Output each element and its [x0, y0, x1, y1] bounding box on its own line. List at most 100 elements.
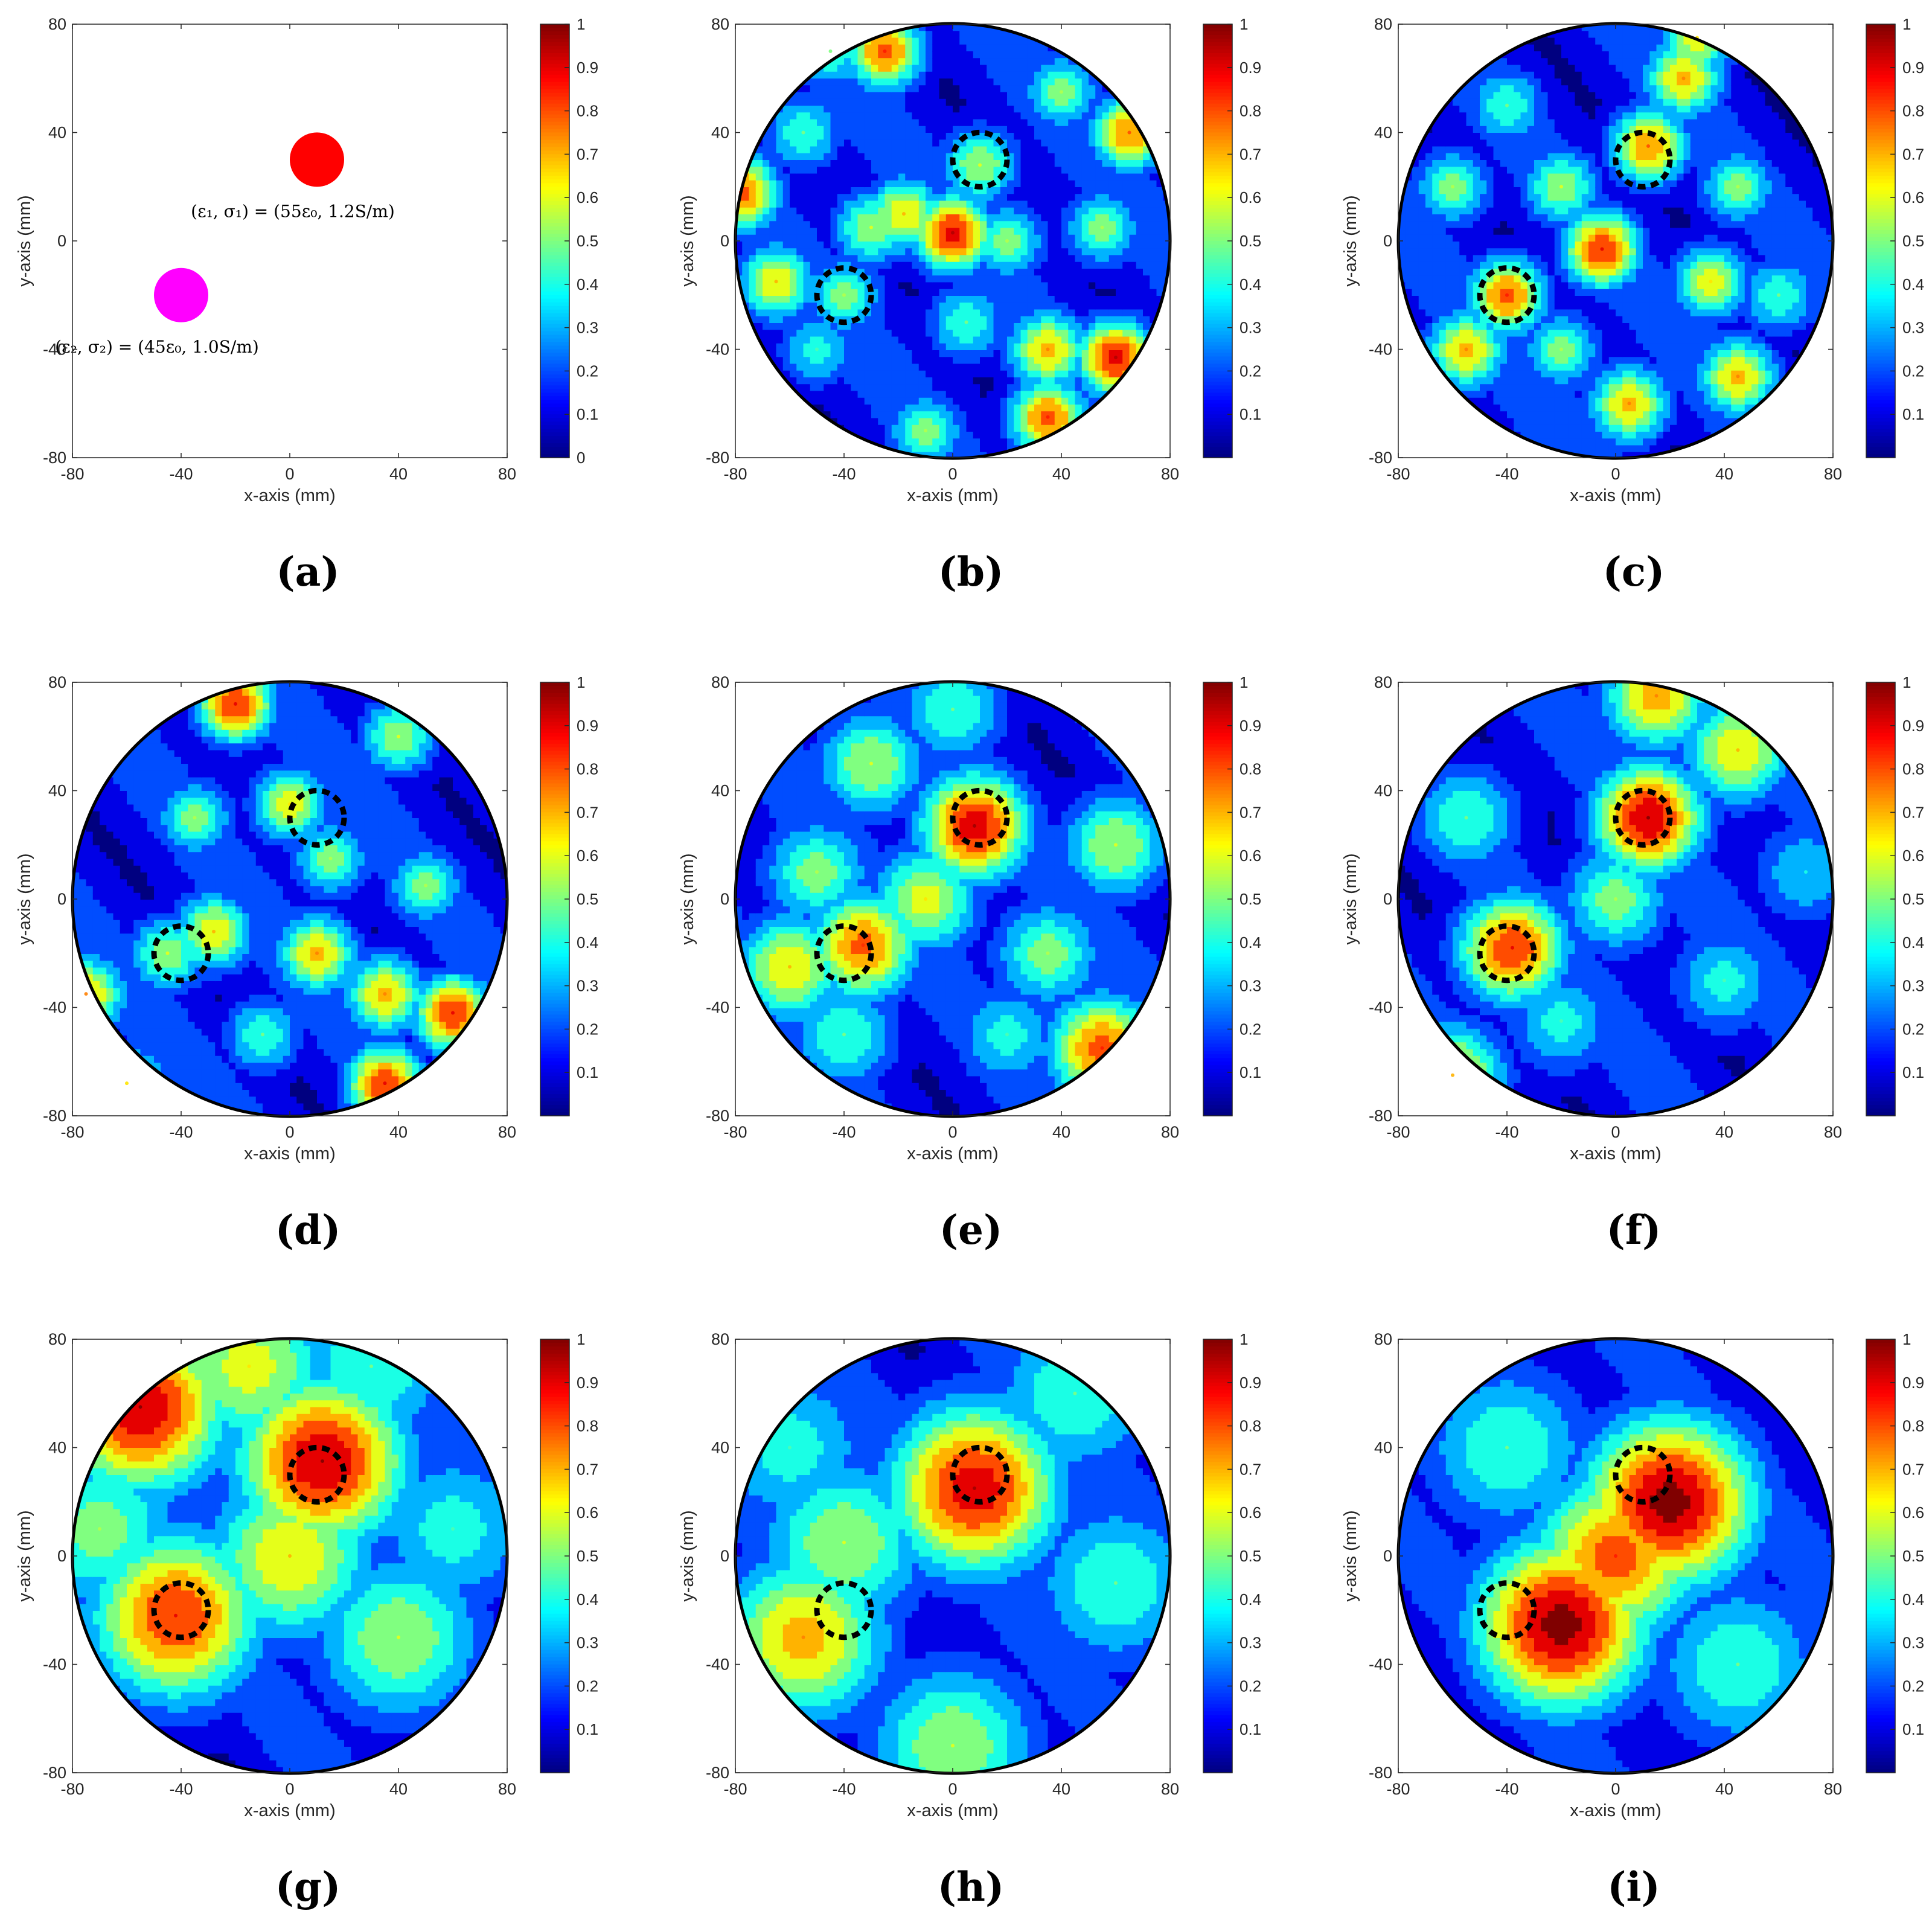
heatmap-cell [1048, 207, 1055, 215]
heatmap-cell [1108, 187, 1116, 194]
heatmap-cell [993, 438, 1001, 446]
heatmap-cell [1425, 173, 1433, 181]
heatmap-cell [1547, 228, 1555, 235]
heatmap-cell [1445, 248, 1453, 256]
colorbar-stripe [1203, 244, 1232, 249]
heatmap-cell [1480, 173, 1487, 181]
heatmap-cell [1534, 146, 1541, 154]
heatmap-cell [891, 51, 899, 59]
heatmap-cell [1068, 106, 1076, 113]
heatmap-cell [1534, 432, 1541, 439]
heatmap-cell [1445, 228, 1453, 235]
heatmap-cell [1541, 44, 1549, 52]
heatmap-cell [824, 282, 831, 290]
heatmap-cell [980, 207, 987, 215]
heatmap-cell [1075, 187, 1083, 194]
heatmap-cell [1095, 330, 1103, 338]
heatmap-cell [973, 411, 980, 419]
colorbar-stripe [1203, 273, 1232, 278]
heatmap-cell [1034, 282, 1041, 290]
heatmap-cell [1122, 316, 1130, 324]
heatmap-cell [966, 411, 974, 419]
heatmap-cell [945, 418, 953, 426]
heatmap-cell [824, 350, 831, 357]
heatmap-cell [1473, 316, 1480, 324]
heatmap-cell [1425, 336, 1433, 344]
heatmap-cell [1061, 228, 1069, 235]
heatmap-cell [1116, 133, 1123, 140]
heatmap-cell [884, 261, 892, 269]
heatmap-cell [966, 391, 974, 399]
heatmap-cell [926, 58, 933, 66]
colorbar-tick-label: 1 [577, 15, 585, 33]
heatmap-cell [1156, 207, 1164, 215]
heatmap-cell [857, 261, 865, 269]
heatmap-cell [932, 391, 940, 399]
heatmap-cell [1500, 106, 1508, 113]
heatmap-cell [1081, 207, 1089, 215]
heatmap-cell [898, 370, 906, 378]
heatmap-cell [1108, 126, 1116, 133]
heatmap-cell [1136, 309, 1144, 317]
heatmap-cell [763, 194, 770, 202]
heatmap-cell [857, 106, 865, 113]
heatmap-cell [918, 133, 926, 140]
heatmap-cell [1048, 282, 1055, 290]
heatmap-cell [1507, 330, 1514, 338]
heatmap-cell [993, 106, 1001, 113]
heatmap-cell [857, 78, 865, 86]
heatmap-cell [1554, 370, 1562, 378]
colorbar-stripe [1203, 194, 1232, 198]
heatmap-cell [1445, 207, 1453, 215]
heatmap-cell [1027, 126, 1035, 133]
heatmap-cell [871, 316, 878, 324]
heatmap-cell [1048, 343, 1055, 351]
heatmap-cell [1500, 248, 1508, 256]
heatmap-cell [973, 85, 980, 93]
heatmap-cell [905, 51, 913, 59]
heatmap-cell [945, 234, 953, 242]
heatmap-cell [1486, 126, 1494, 133]
heatmap-cell [912, 242, 920, 249]
heatmap-cell [884, 65, 892, 72]
heatmap-cell [973, 397, 980, 405]
heatmap-cell [987, 282, 994, 290]
heatmap-cell [1514, 363, 1521, 371]
heatmap-cell [1486, 323, 1494, 330]
heatmap-cell [1129, 160, 1137, 167]
heatmap-cell [891, 261, 899, 269]
heatmap-cell [987, 65, 994, 72]
heatmap-cell [1568, 126, 1576, 133]
heatmap-cell [1129, 180, 1137, 188]
heatmap-cell [1561, 391, 1569, 399]
heatmap-cell [1143, 221, 1150, 229]
colorbar-stripe [1203, 82, 1232, 86]
heatmap-cell [1527, 126, 1535, 133]
heatmap-cell [926, 323, 933, 330]
heatmap-cell [1520, 269, 1528, 276]
heatmap-cell [1486, 336, 1494, 344]
heatmap-cell [966, 330, 974, 338]
heatmap-cell [1507, 228, 1514, 235]
heatmap-cell [987, 405, 994, 412]
heatmap-cell [1453, 343, 1460, 351]
heatmap-cell [1014, 411, 1022, 419]
heatmap-cell [1007, 234, 1014, 242]
heatmap-cell [790, 207, 797, 215]
heatmap-cell [939, 146, 947, 154]
heatmap-cell [1102, 119, 1110, 127]
heatmap-cell [878, 187, 886, 194]
x-tick-label: -80 [60, 465, 84, 483]
colorbar-stripe [540, 190, 569, 194]
heatmap-cell [1561, 106, 1569, 113]
heatmap-cell [817, 167, 824, 174]
heatmap-cell [926, 242, 933, 249]
heatmap-cell [1054, 51, 1062, 59]
heatmap-cell [1000, 194, 1008, 202]
colorbar-stripe [540, 212, 569, 216]
heatmap-cell [1425, 275, 1433, 283]
heatmap-cell [864, 65, 872, 72]
heatmap-cell [1102, 133, 1110, 140]
heatmap-cell [953, 452, 960, 458]
heatmap-cell [1541, 71, 1549, 79]
